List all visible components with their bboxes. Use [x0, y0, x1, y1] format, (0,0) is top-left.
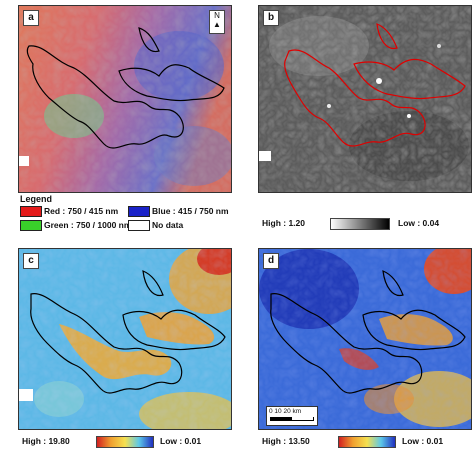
colorbar-b-high: High : 1.20	[262, 218, 305, 228]
panel-a-label: a	[23, 10, 39, 26]
scale-bar: 0 10 20 km	[266, 406, 318, 426]
panel-c-label: c	[23, 253, 39, 269]
region-outline	[270, 270, 466, 394]
panel-b-image	[259, 6, 471, 192]
north-label: N	[214, 11, 220, 20]
north-arrow-icon: N ▲	[209, 10, 225, 34]
legend-swatch-green	[20, 220, 42, 231]
panel-b-label: b	[263, 10, 279, 26]
scale-bar-label: 0 10 20 km	[269, 408, 302, 415]
colorbar-b-low: Low : 0.04	[398, 218, 440, 228]
no-data-patch	[19, 156, 29, 166]
scale-bar-line	[270, 417, 314, 421]
panel-c-heat-map: c	[18, 248, 232, 430]
legend-label-blue: Blue : 415 / 750 nm	[152, 206, 229, 216]
legend-swatch-red	[20, 206, 42, 217]
region-outline	[26, 27, 225, 149]
colorbar-c-high: High : 19.80	[22, 436, 70, 446]
legend-swatch-no-data	[128, 220, 150, 231]
panel-b-grayscale-map: b	[258, 5, 472, 193]
colorbar-d	[338, 436, 396, 448]
colorbar-b	[330, 218, 390, 230]
panel-d-label: d	[263, 253, 279, 269]
colorbar-c-low: Low : 0.01	[160, 436, 202, 446]
region-outline	[30, 270, 226, 394]
colorbar-d-low: Low : 0.01	[402, 436, 444, 446]
colorbar-d-high: High : 13.50	[262, 436, 310, 446]
panel-d-image	[259, 249, 471, 429]
panel-a-false-color-map: a N ▲	[18, 5, 232, 193]
panel-c-image	[19, 249, 231, 429]
legend-title: Legend	[20, 194, 53, 204]
region-outline	[284, 23, 466, 147]
legend-label-no-data: No data	[152, 220, 184, 230]
colorbar-c	[96, 436, 154, 448]
panel-a-image	[19, 6, 231, 192]
no-data-patch	[259, 151, 271, 161]
no-data-patch	[19, 389, 33, 401]
panel-d-heat-map: d	[258, 248, 472, 430]
legend-swatch-blue	[128, 206, 150, 217]
legend-label-green: Green : 750 / 1000 nm	[44, 220, 132, 230]
legend-label-red: Red : 750 / 415 nm	[44, 206, 119, 216]
